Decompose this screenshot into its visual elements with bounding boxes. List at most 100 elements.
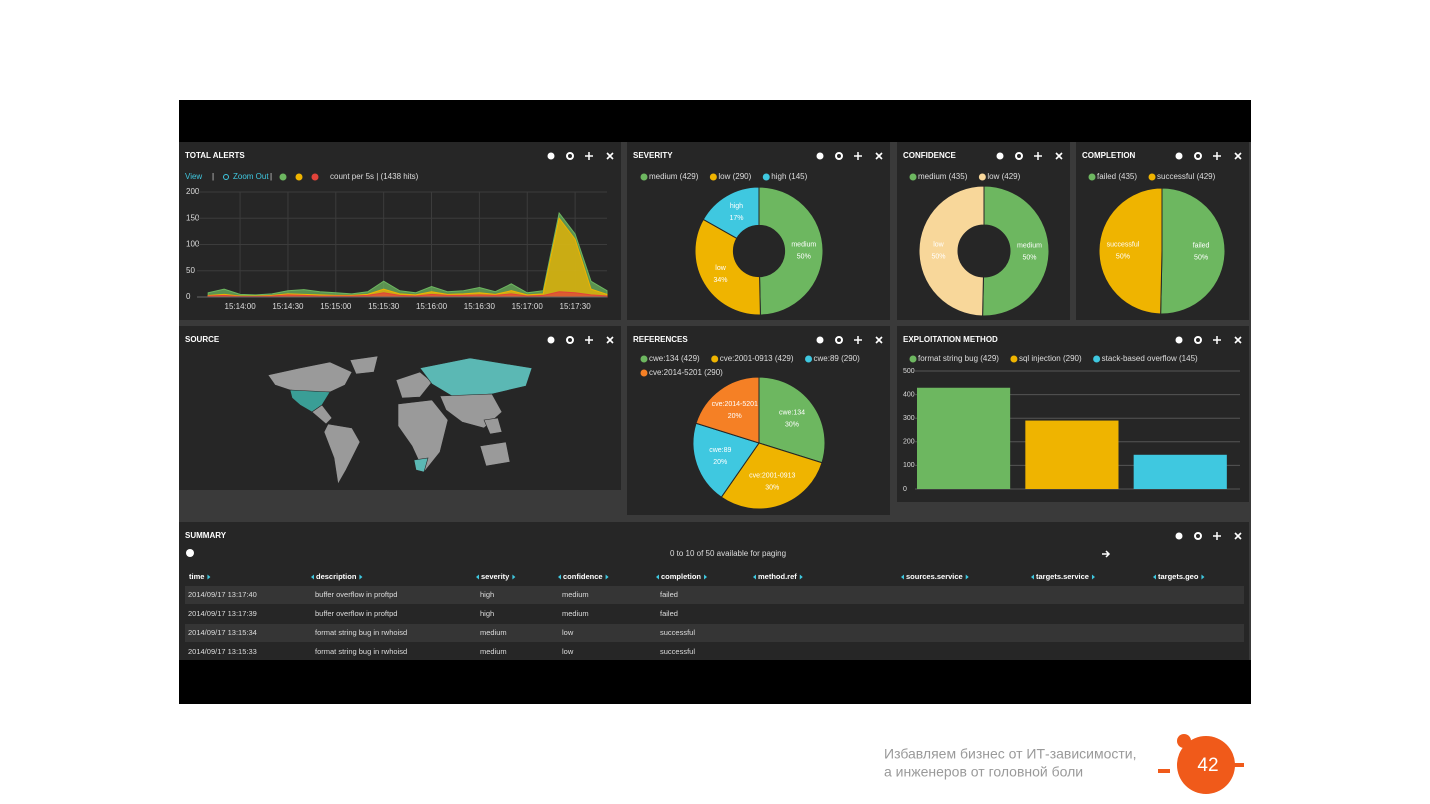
panel-title: CONFIDENCE [903,151,957,160]
move-icon [1213,152,1221,160]
column-header[interactable]: severity [481,572,510,581]
legend-dot [909,355,917,363]
slice-percent: 50% [1194,254,1208,261]
area [207,291,608,298]
sort-arrow [656,574,659,580]
x-tick-label: 15:17:30 [560,302,592,311]
map-region [323,423,361,485]
column-header[interactable]: targets.service [1036,572,1089,581]
panel-title: SEVERITY [633,151,673,160]
slice-percent: 17% [729,215,743,222]
bottom-bar [179,660,1251,704]
cell: 2014/09/17 13:17:40 [188,590,257,599]
legend-label: medium (429) [649,172,699,181]
separator: | [212,172,214,181]
x-tick-label: 15:15:30 [368,302,400,311]
zoom-out-link: Zoom Out [233,172,269,181]
legend-dot [311,173,319,181]
bar [1025,420,1119,489]
legend-dot [1010,355,1018,363]
cell: buffer overflow in proftpd [315,590,397,599]
y-tick-label: 500 [903,368,915,375]
column-header[interactable]: method.ref [758,572,797,581]
column-header[interactable]: description [316,572,357,581]
x-tick-label: 15:16:30 [464,302,496,311]
next-page[interactable] [1102,550,1111,558]
panel-title: REFERENCES [633,335,688,344]
search-icon [223,174,229,180]
legend-label: cwe:89 (290) [814,354,861,363]
close-icon [1234,152,1242,160]
slice-label: successful [1107,241,1140,248]
cell: medium [562,590,589,599]
logo-dash [1158,763,1244,773]
x-tick-label: 15:14:30 [272,302,304,311]
slice-percent: 50% [931,253,945,260]
panel-title: TOTAL ALERTS [185,151,245,160]
close-icon [1055,152,1063,160]
cell: 2014/09/17 13:17:39 [188,609,257,618]
footer-line: а инженеров от головной боли [884,764,1083,780]
sort-arrow [476,574,479,580]
legend-dot [640,355,648,363]
row-bg [185,586,1244,604]
info-icon [1175,532,1183,540]
column-header[interactable]: confidence [563,572,603,581]
slice [702,186,760,240]
column-header[interactable]: completion [661,572,701,581]
y-tick-label: 300 [903,415,915,422]
y-tick-label: 200 [186,187,200,196]
column-header[interactable]: sources.service [906,572,963,581]
row-bg [185,624,1244,642]
cell: format string bug in rwhoisd [315,647,407,656]
legend-dot [709,173,717,181]
legend-label: format string bug (429) [918,354,999,363]
cell: successful [660,628,695,637]
top-bar [179,100,1251,142]
legend-dot [1148,173,1156,181]
slice [758,376,826,464]
cell: failed [660,609,678,618]
legend-dot [640,369,648,377]
sort-arrow [558,574,561,580]
y-tick-label: 0 [903,486,907,493]
column-header[interactable]: time [189,572,204,581]
sort-arrow [207,574,211,580]
prev-page[interactable] [186,549,194,557]
sort-arrow [512,574,516,580]
legend-label: cwe:134 (429) [649,354,700,363]
slice-percent: 50% [1022,254,1036,261]
close-icon [1234,532,1242,540]
slice-percent: 50% [797,253,811,260]
x-tick-label: 15:16:00 [416,302,448,311]
legend-dot [1088,173,1096,181]
slice-percent: 34% [714,277,728,284]
legend-dot [909,173,917,181]
close-icon [606,152,614,160]
count-label: count per 5s | (1438 hits) [330,172,419,181]
settings-icon [566,336,574,344]
cell: 2014/09/17 13:15:33 [188,647,257,656]
settings-icon [1015,152,1023,160]
donut-hole [733,225,785,277]
legend-dot [640,173,648,181]
slice-label: failed [1193,242,1210,249]
legend-label: stack-based overflow (145) [1102,354,1198,363]
legend-label: low (290) [718,172,751,181]
y-tick-label: 100 [903,462,915,469]
map-region [419,357,533,397]
map-region [413,457,429,473]
move-icon [1034,152,1042,160]
slice-percent: 20% [728,413,742,420]
legend-dot [711,355,719,363]
sort-arrow [799,574,803,580]
slice-label: medium [1017,242,1042,249]
y-tick-label: 400 [903,391,915,398]
move-icon [1213,336,1221,344]
legend-dot [978,173,986,181]
close-icon [875,152,883,160]
info-icon [547,336,555,344]
column-header[interactable]: targets.geo [1158,572,1199,581]
settings-icon [1194,152,1202,160]
sort-arrow [1091,574,1095,580]
